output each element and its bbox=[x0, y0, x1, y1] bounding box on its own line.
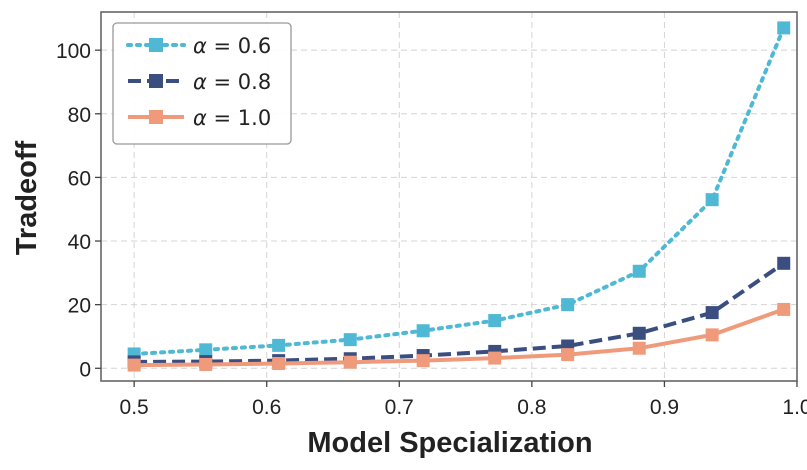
axis-ticks: 0.5 0.6 0.7 0.8 0.9 1.0 0 20 40 60 80 100 bbox=[56, 40, 807, 419]
data-point bbox=[416, 324, 430, 338]
x-tick-label: 0.5 bbox=[120, 396, 149, 419]
data-point bbox=[272, 338, 286, 352]
data-point bbox=[272, 357, 286, 371]
data-point bbox=[127, 358, 141, 372]
data-point bbox=[199, 343, 213, 357]
data-point bbox=[705, 328, 719, 342]
data-point bbox=[488, 314, 502, 328]
legend-label: α = 0.8 bbox=[193, 70, 271, 94]
x-tick-label: 1.0 bbox=[782, 396, 807, 419]
data-point bbox=[777, 256, 791, 270]
data-point bbox=[632, 326, 646, 340]
data-point bbox=[561, 298, 575, 312]
series-3 bbox=[127, 302, 791, 372]
x-tick-label: 0.6 bbox=[252, 396, 281, 419]
data-point bbox=[561, 348, 575, 362]
data-point bbox=[777, 302, 791, 316]
y-axis-title: Tradeoff bbox=[11, 140, 43, 255]
x-tick-label: 0.8 bbox=[517, 396, 546, 419]
grid bbox=[101, 12, 798, 381]
series-1 bbox=[127, 21, 791, 361]
x-tick-label: 0.9 bbox=[650, 396, 679, 419]
legend-marker bbox=[149, 110, 163, 124]
legend-label: α = 0.6 bbox=[193, 34, 271, 58]
plot-frame bbox=[100, 11, 798, 382]
data-point bbox=[343, 333, 357, 347]
data-point bbox=[777, 21, 791, 35]
data-point bbox=[488, 351, 502, 365]
legend-marker bbox=[149, 74, 163, 88]
series-2 bbox=[127, 256, 791, 369]
x-axis-title: Model Specialization bbox=[307, 427, 592, 459]
data-point bbox=[632, 341, 646, 355]
series-line bbox=[134, 261, 785, 364]
y-tick-label: 100 bbox=[56, 40, 91, 63]
x-tick-label: 0.7 bbox=[385, 396, 414, 419]
data-point bbox=[705, 306, 719, 320]
legend-marker bbox=[149, 38, 163, 52]
data-point bbox=[705, 193, 719, 207]
y-tick-label: 60 bbox=[68, 167, 91, 190]
data-point bbox=[632, 264, 646, 278]
data-point bbox=[416, 354, 430, 368]
data-point bbox=[199, 357, 213, 371]
y-tick-label: 0 bbox=[79, 358, 91, 381]
series-line bbox=[132, 25, 786, 356]
y-tick-label: 80 bbox=[68, 104, 91, 127]
data-point bbox=[343, 355, 357, 369]
legend: α = 0.6 α = 0.8 α = 1.0 bbox=[112, 22, 292, 145]
series-line bbox=[134, 307, 785, 368]
series-group bbox=[127, 21, 791, 372]
legend-label: α = 1.0 bbox=[193, 106, 271, 130]
y-tick-label: 20 bbox=[68, 295, 91, 318]
y-tick-label: 40 bbox=[68, 231, 91, 254]
